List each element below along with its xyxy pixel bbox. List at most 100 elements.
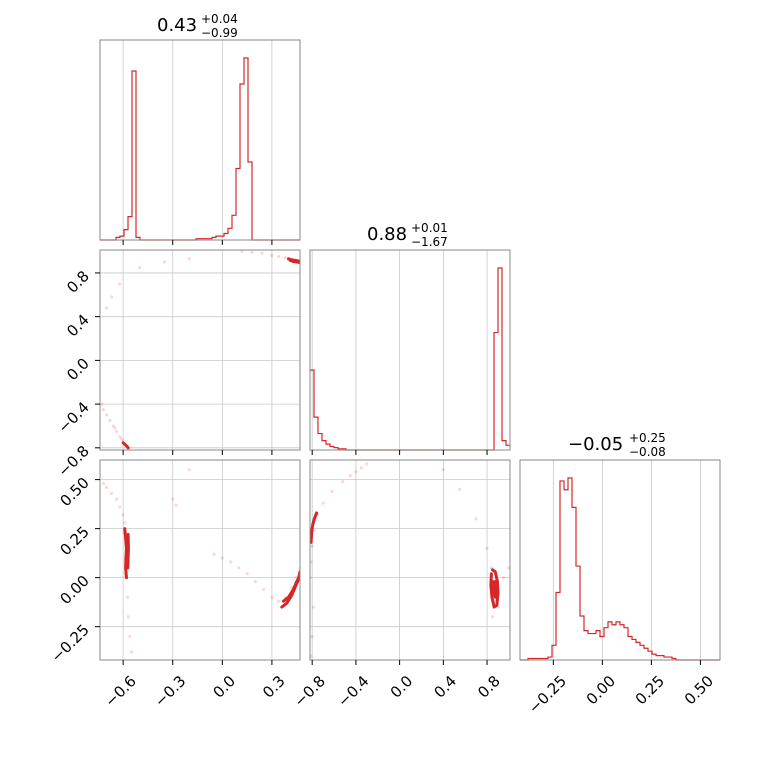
sample-point — [276, 599, 281, 603]
sample-point — [138, 265, 142, 270]
sample-point — [321, 501, 325, 505]
pair-0-ytick-label: −0.4 — [54, 398, 92, 436]
sample-point — [162, 260, 167, 264]
sample-point — [126, 615, 130, 619]
sample-point — [123, 521, 127, 525]
sample-point — [121, 513, 125, 517]
sample-point — [276, 254, 281, 259]
sample-point — [365, 462, 369, 466]
hist-2-xtick-label: 0.00 — [583, 672, 619, 708]
pair-2-xtick-label: −0.8 — [290, 672, 328, 710]
pair-1-xtick-label: −0.3 — [151, 672, 189, 710]
sample-point — [253, 579, 257, 584]
title-param-0-lower: −0.99 — [201, 26, 238, 40]
histogram-step-0 — [100, 57, 300, 241]
title-param-1-median: 0.88 — [367, 224, 407, 245]
pair-0-ytick-label: 0.8 — [63, 267, 93, 297]
pair-0-ytick-label: 0.0 — [63, 354, 93, 384]
sample-point — [270, 595, 274, 599]
sample-point — [240, 250, 244, 253]
sample-point — [310, 634, 314, 639]
pair-2-xtick-label: 0.0 — [387, 672, 417, 702]
sample-point — [129, 650, 134, 654]
hist-2-xtick-label: 0.50 — [681, 672, 717, 708]
sample-point — [237, 566, 241, 570]
pair-0-ytick-label: −0.8 — [54, 442, 92, 480]
panel-frame — [309, 249, 511, 451]
sample-point — [283, 256, 287, 260]
sample-point — [212, 552, 216, 556]
pair-1-ytick-label: 0.50 — [56, 474, 92, 510]
sample-point — [101, 407, 105, 412]
sample-point — [310, 654, 313, 658]
pair-1-ytick-label: 0.25 — [56, 523, 92, 559]
sample-point — [101, 481, 105, 486]
sample-point — [348, 474, 353, 478]
sample-point — [311, 605, 315, 609]
sample-point — [490, 615, 495, 619]
hist-2-xtick-label: 0.25 — [632, 672, 668, 708]
panel-frame — [309, 459, 511, 661]
pair-content — [100, 250, 300, 450]
sample-point — [105, 485, 109, 490]
sample-point — [187, 257, 191, 261]
sample-point — [114, 429, 119, 434]
sample-point — [187, 468, 191, 472]
sample-point — [312, 528, 316, 533]
hist-2-xtick-label: −0.25 — [525, 672, 570, 717]
sample-point — [260, 251, 264, 255]
sample-point — [245, 572, 249, 576]
sample-point — [220, 556, 224, 560]
sample-point — [310, 544, 314, 548]
panel-frame — [519, 459, 721, 661]
sample-point — [109, 491, 114, 495]
pair-1-xtick-label: 0.0 — [209, 672, 239, 702]
sample-point — [341, 479, 345, 484]
sample-point — [485, 546, 489, 550]
pair-panel-2-0: −0.6 −0.3 0.0 0.3 −0.25 0.00 0.25 0.50 — [48, 459, 301, 711]
pair-2-xtick-label: 0.4 — [430, 672, 460, 702]
pair-content — [101, 468, 300, 654]
title-param-0-upper: +0.04 — [201, 12, 238, 26]
sample-point — [111, 424, 115, 428]
panel-frame — [99, 459, 301, 661]
sample-point — [474, 517, 478, 521]
parameter-titles: 0.43 +0.04 −0.99 0.88 +0.01 −1.67 −0.05 … — [157, 12, 666, 459]
title-param-1-upper: +0.01 — [411, 221, 448, 235]
title-param-2-upper: +0.25 — [629, 431, 666, 445]
sample-point — [458, 487, 462, 492]
sample-point — [330, 489, 334, 493]
sample-point — [507, 566, 510, 570]
sample-point — [118, 282, 122, 286]
hist-panel-2: −0.25 0.00 0.25 0.50 — [519, 459, 721, 717]
sample-point — [310, 560, 313, 564]
sample-point — [359, 466, 363, 470]
pair-0-ytick-label: 0.4 — [63, 311, 93, 341]
pair-panel-2-1: −0.8 −0.4 0.0 0.4 0.8 — [290, 459, 511, 711]
title-param-2-median: −0.05 — [568, 434, 623, 455]
density-contour — [310, 511, 319, 544]
sample-point — [171, 497, 175, 501]
title-param-0-median: 0.43 — [157, 15, 197, 36]
density-contour — [288, 258, 300, 265]
pair-1-xtick-label: 0.3 — [259, 672, 289, 702]
sample-point — [108, 418, 112, 423]
density-contour — [121, 441, 130, 450]
pair-1-ytick-label: 0.00 — [56, 572, 92, 608]
sample-point — [118, 505, 122, 509]
sample-point — [174, 503, 178, 507]
density-contour — [281, 574, 300, 603]
sample-point — [441, 468, 445, 472]
panel-frame — [99, 39, 301, 241]
title-param-2-lower: −0.08 — [629, 445, 666, 459]
sample-point — [100, 402, 104, 406]
density-contour — [126, 533, 130, 570]
sample-point — [114, 497, 119, 501]
panel-frame — [99, 249, 301, 451]
sample-point — [105, 306, 109, 310]
sample-point — [262, 587, 266, 592]
pair-1-xtick-label: −0.6 — [101, 672, 139, 710]
sample-point — [250, 250, 254, 254]
histogram-step-1 — [310, 267, 510, 451]
